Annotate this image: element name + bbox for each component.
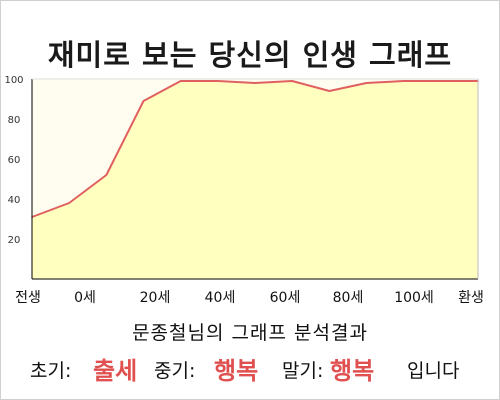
area-layer (31, 80, 479, 279)
axis-layer (31, 78, 479, 280)
x-tick-3: 40세 (205, 290, 236, 306)
analysis-result: 초기: 출세 중기: 행복 말기: 행복 입니다 (30, 350, 490, 385)
analysis-subtitle: 문종철님의 그래프 분석결과 (132, 322, 368, 344)
data-point-9 (365, 82, 368, 84)
data-point-11 (440, 80, 442, 82)
data-point-1 (68, 202, 70, 204)
data-point-3 (142, 100, 145, 102)
y-tick-labels: 20 40 60 80 100 (4, 75, 23, 246)
data-point-8 (328, 90, 331, 92)
ending-text: 입니다 (407, 360, 460, 382)
data-point-6 (254, 82, 256, 84)
late-value: 행복 (330, 357, 375, 385)
y-tick-60: 60 (8, 155, 21, 166)
x-tick-7: 환생 (458, 290, 484, 306)
x-tick-0: 전생 (15, 290, 41, 306)
data-point-4 (179, 80, 182, 82)
data-point-10 (402, 80, 405, 82)
x-tick-2: 20세 (140, 290, 171, 306)
page-title: 재미로 보는 당신의 인생 그래프 (47, 38, 453, 72)
area-fill (32, 81, 478, 279)
mid-value: 행복 (214, 357, 259, 385)
y-tick-80: 80 (8, 115, 21, 126)
x-tick-labels: 전생 0세 20세 40세 60세 80세 100세 환생 (15, 290, 484, 306)
early-label: 초기: (30, 360, 72, 382)
y-tick-20: 20 (8, 235, 21, 246)
y-tick-40: 40 (8, 195, 21, 206)
data-point-2 (105, 174, 108, 176)
x-tick-6: 100세 (394, 290, 434, 306)
x-tick-5: 80세 (333, 290, 364, 306)
x-tick-1: 0세 (74, 290, 96, 306)
data-point-5 (217, 80, 219, 82)
mid-label: 중기: (154, 360, 196, 382)
x-tick-4: 60세 (270, 290, 301, 306)
y-tick-100: 100 (4, 75, 23, 86)
data-point-7 (291, 80, 293, 82)
late-label: 말기: (282, 360, 324, 382)
early-value: 출세 (93, 357, 138, 385)
